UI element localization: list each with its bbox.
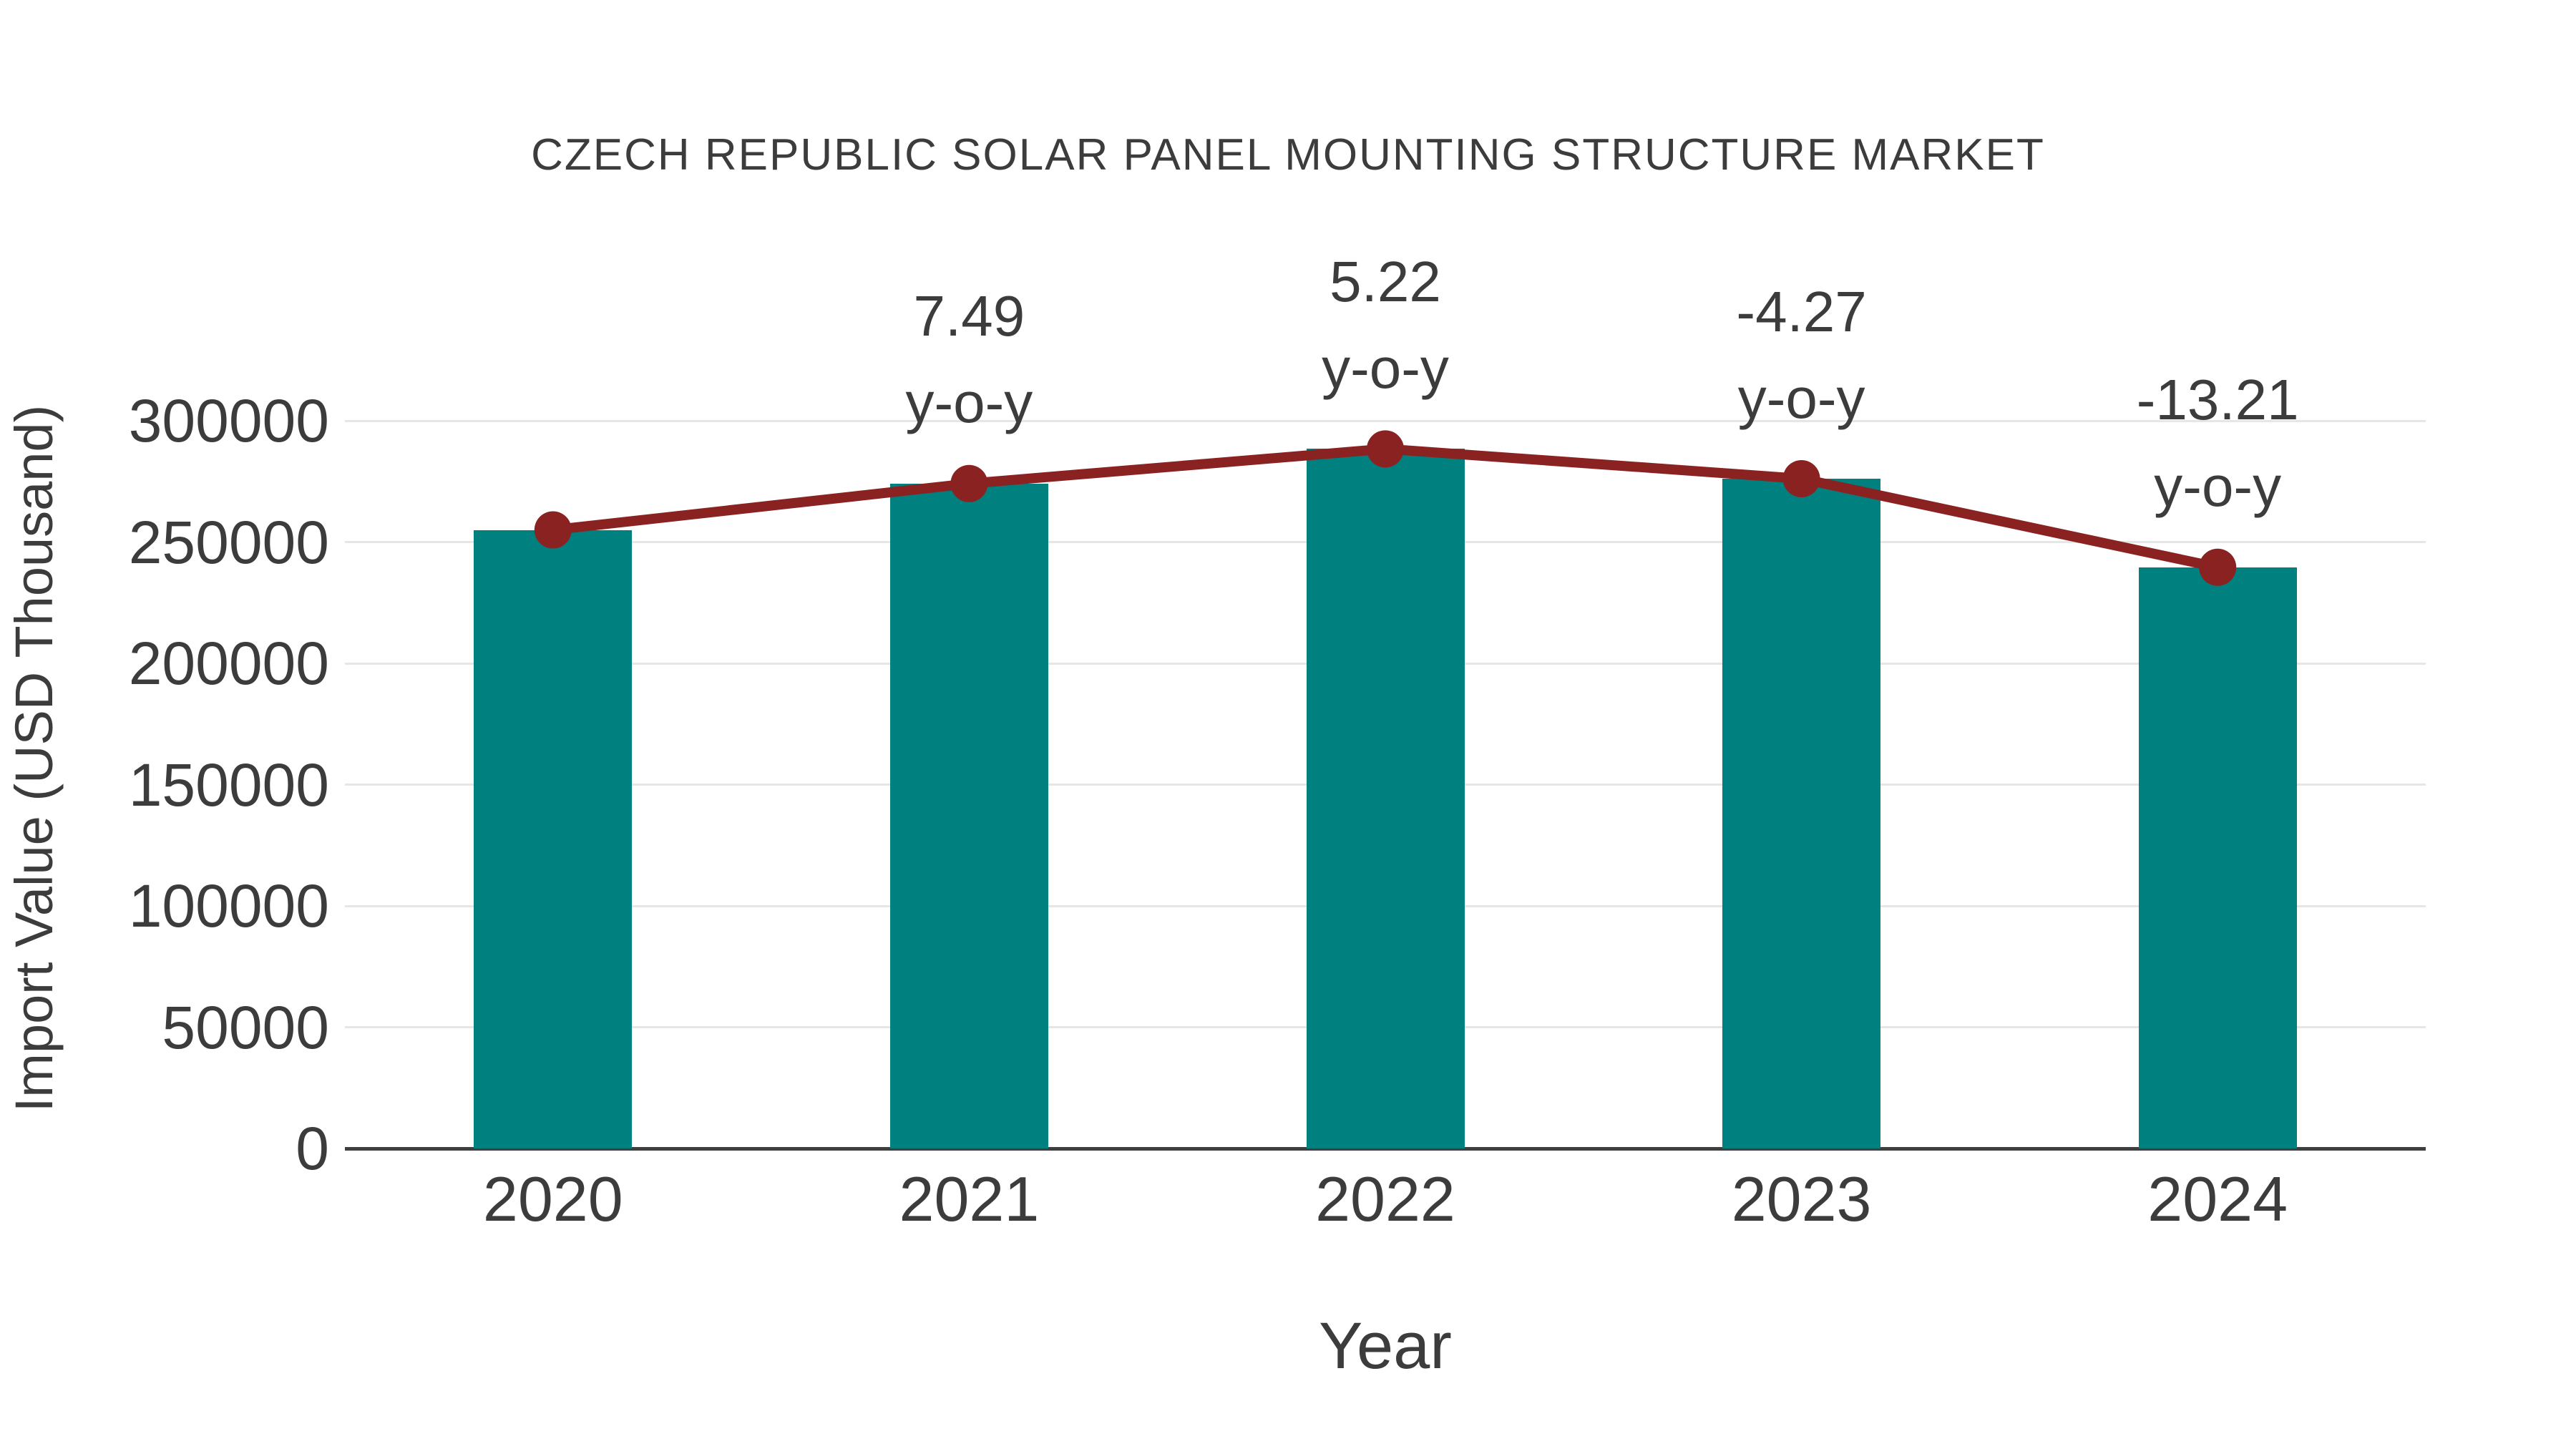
bar-2022 xyxy=(1306,449,1465,1148)
bar-2020 xyxy=(474,530,633,1148)
bar-2021 xyxy=(889,483,1048,1148)
trend-marker-2020 xyxy=(534,511,572,549)
yoy-annotation-2021: 7.49 y-o-y xyxy=(905,284,1033,435)
y-tick-label-300000: 300000 xyxy=(128,387,329,454)
y-tick-label-200000: 200000 xyxy=(128,630,329,697)
y-tick-label-250000: 250000 xyxy=(128,508,329,576)
y-tick-label-150000: 150000 xyxy=(128,751,329,819)
yoy-annotation-2022: 5.22 y-o-y xyxy=(1322,249,1449,400)
x-tick-label-2023: 2023 xyxy=(1731,1163,1872,1234)
x-tick-label-2024: 2024 xyxy=(2147,1163,2288,1234)
y-tick-label-100000: 100000 xyxy=(128,872,329,940)
yoy-annotation-2024: -13.21 y-o-y xyxy=(2136,368,2299,519)
trend-marker-2022 xyxy=(1367,430,1404,468)
x-tick-label-2020: 2020 xyxy=(482,1163,623,1234)
trend-marker-2021 xyxy=(950,464,988,502)
x-tick-label-2021: 2021 xyxy=(899,1163,1040,1234)
bar-2024 xyxy=(2138,567,2297,1148)
gridline-y-300000 xyxy=(345,419,2426,422)
chart-title: CZECH REPUBLIC SOLAR PANEL MOUNTING STRU… xyxy=(531,130,2045,180)
x-axis-title: Year xyxy=(1319,1309,1452,1382)
y-tick-label-50000: 50000 xyxy=(162,993,329,1061)
yoy-annotation-2023: -4.27 y-o-y xyxy=(1736,279,1867,430)
y-tick-label-0: 0 xyxy=(296,1115,329,1182)
x-tick-label-2022: 2022 xyxy=(1315,1163,1455,1234)
x-axis-line xyxy=(345,1147,2426,1151)
trend-marker-2023 xyxy=(1782,460,1820,498)
trend-marker-2024 xyxy=(2199,548,2237,586)
bar-2023 xyxy=(1722,479,1881,1148)
